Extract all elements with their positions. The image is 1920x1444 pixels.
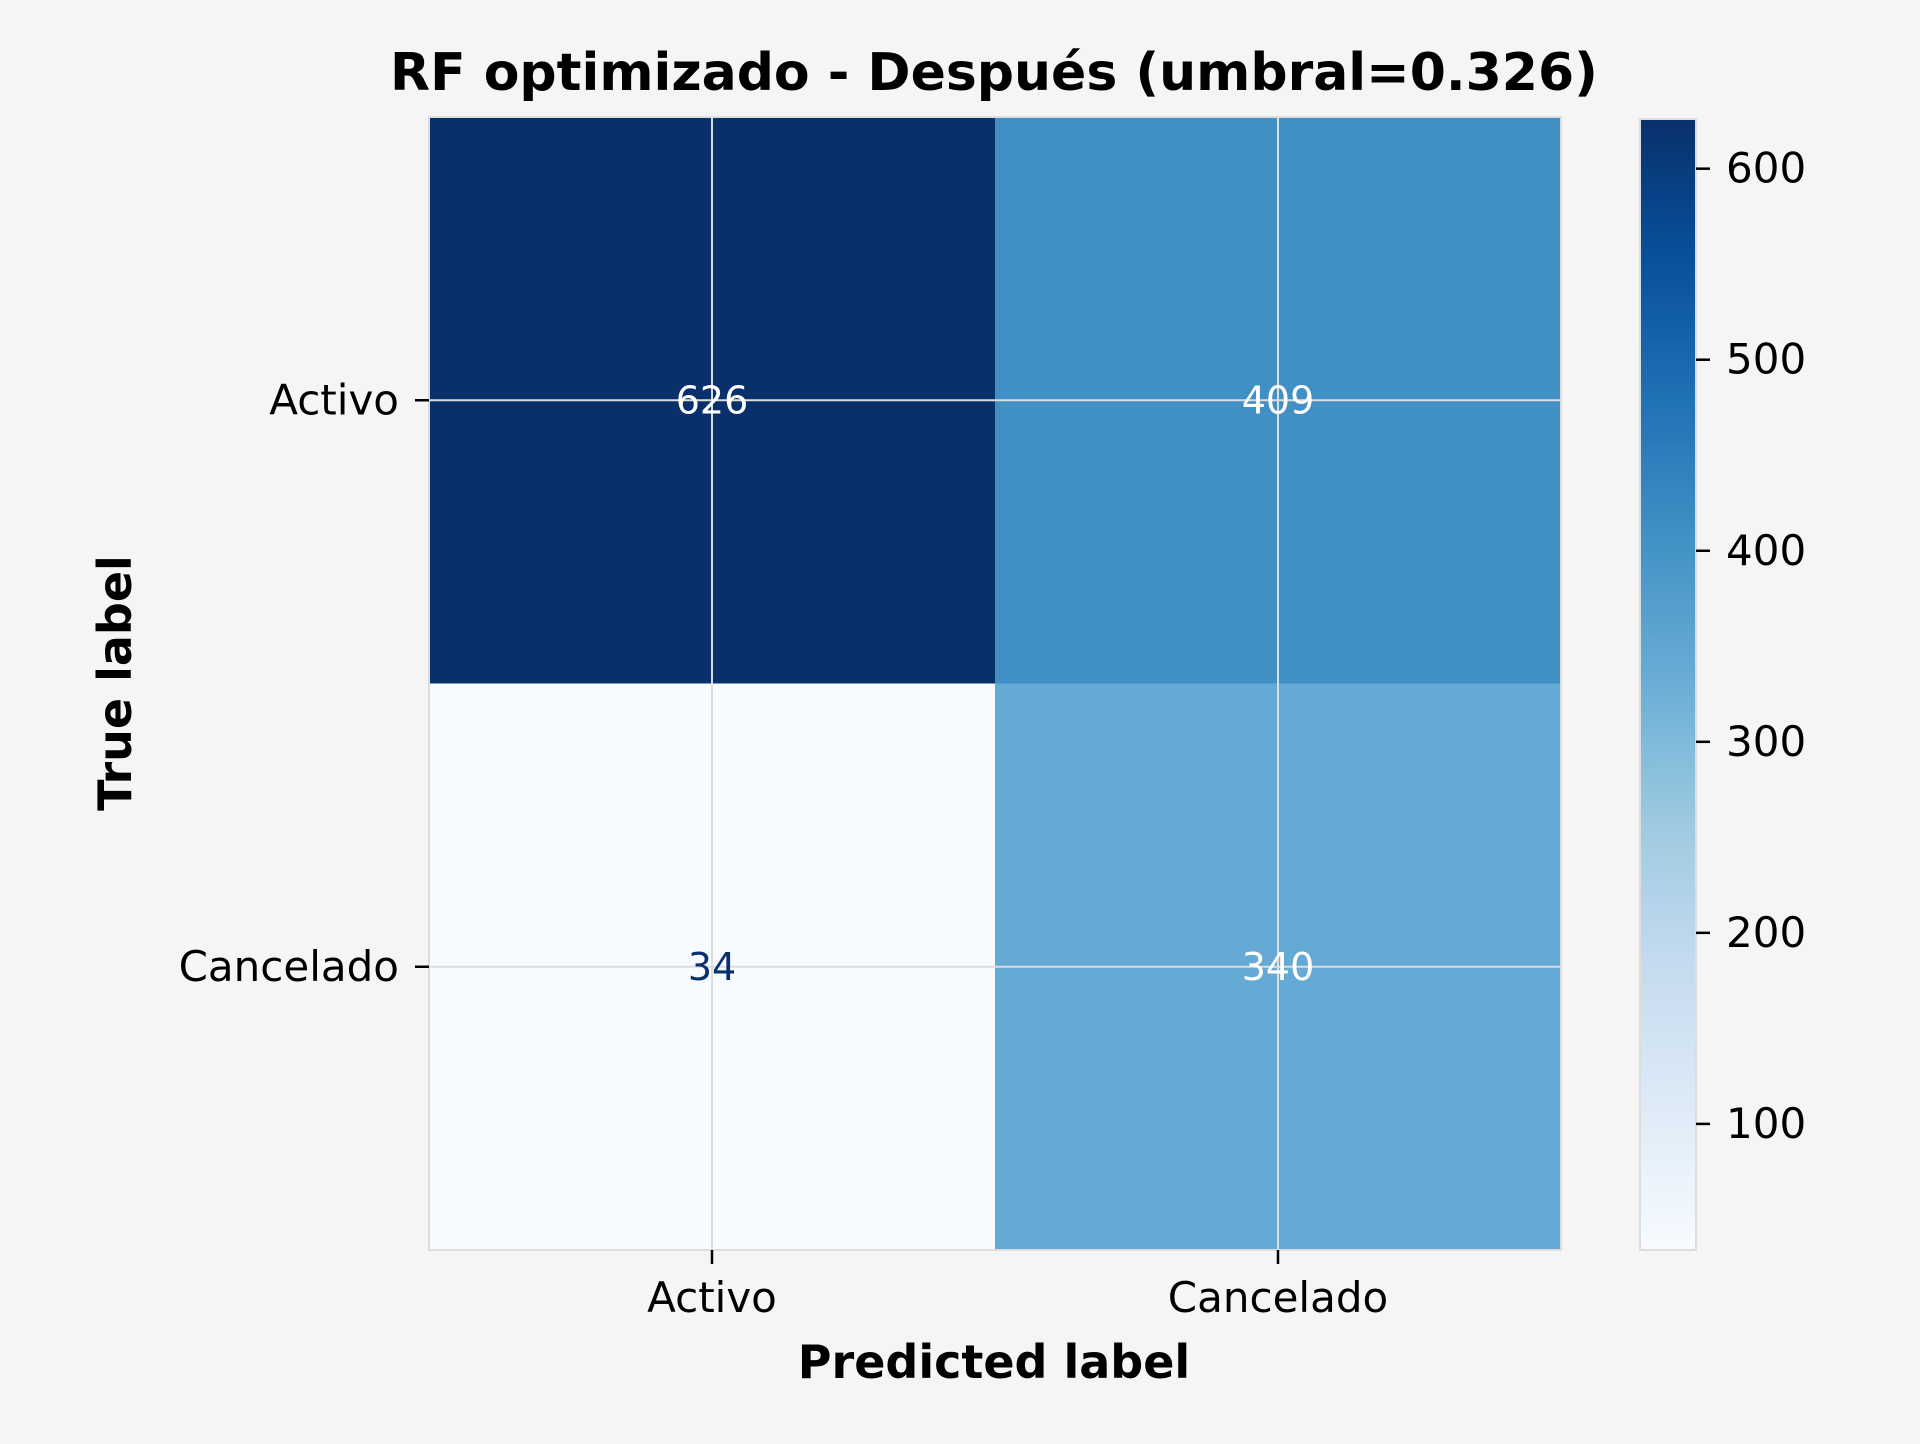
colorbar [1639, 118, 1697, 1251]
cell-value-label: 34 [688, 945, 736, 989]
cell-value-label: 626 [676, 378, 749, 422]
y-tick-label: Cancelado [179, 942, 399, 991]
heatmap-cells [429, 117, 1562, 1251]
colorbar-tick-label: 400 [1726, 526, 1806, 575]
cell-value-label: 340 [1242, 945, 1315, 989]
cell-value-label: 409 [1242, 378, 1315, 422]
x-tick-label: Cancelado [1168, 1273, 1388, 1322]
y-axis-label: True label [88, 555, 142, 811]
x-tick-label: Activo [647, 1273, 777, 1322]
chart-title: RF optimizado - Después (umbral=0.326) [390, 43, 1598, 103]
colorbar-tick-label: 100 [1726, 1099, 1806, 1148]
colorbar-tick-label: 200 [1726, 908, 1806, 957]
colorbar-tick-label: 500 [1726, 335, 1806, 384]
colorbar-tick-label: 300 [1726, 717, 1806, 766]
y-tick-label: Activo [269, 375, 399, 424]
colorbar-ticks: 100 200 300 400 500 600 [1696, 144, 1806, 1148]
plot-frame [428, 116, 1562, 1251]
cell-value-labels: 626 409 34 340 [676, 378, 1315, 989]
y-axis-ticks: Activo Cancelado [179, 375, 429, 991]
grid-lines [429, 117, 1561, 1250]
x-axis-ticks: Activo Cancelado [647, 1250, 1388, 1322]
x-axis-label: Predicted label [798, 1335, 1190, 1389]
colorbar-tick-label: 600 [1726, 144, 1806, 193]
